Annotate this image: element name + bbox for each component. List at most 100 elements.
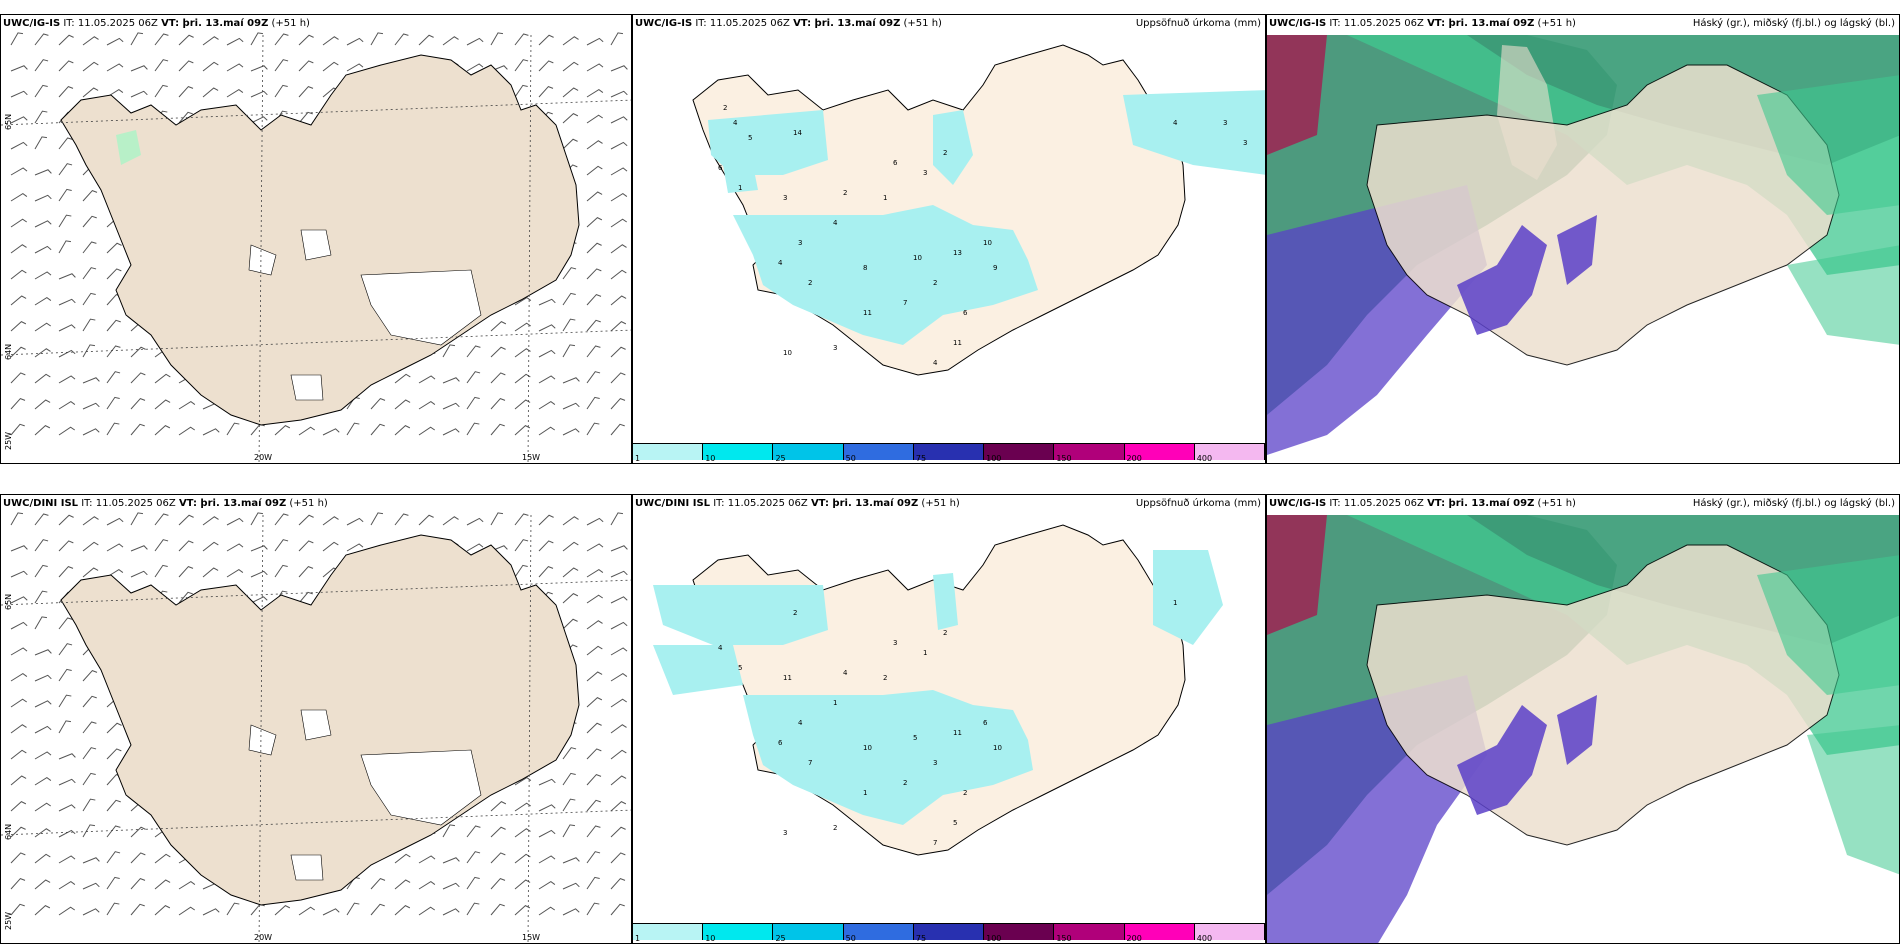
precip-value: 3 (783, 829, 787, 837)
wind-barb (322, 908, 340, 916)
wind-barb (610, 749, 627, 760)
precip-value: 5 (738, 664, 742, 672)
wind-barb (610, 698, 628, 708)
precip-value: 6 (963, 309, 968, 317)
wind-barb (130, 512, 144, 526)
cloud-map-panel-top: UWC/IG-IS IT: 11.05.2025 06Z VT: þri. 13… (1266, 14, 1900, 464)
wind-barb (202, 516, 219, 526)
lon-label-20w: 20W (254, 453, 273, 462)
precip-value: 11 (783, 674, 792, 682)
wind-barb (586, 268, 602, 280)
wind-barb (130, 398, 146, 410)
precip-value: 4 (718, 644, 723, 652)
precip-value: 10 (863, 744, 872, 752)
wind-barb (610, 512, 624, 526)
wind-barb (226, 543, 244, 552)
wind-barb (82, 36, 99, 46)
wind-barb (610, 398, 626, 410)
wind-barb (106, 242, 122, 254)
wind-barb (34, 425, 51, 436)
wind-barb (10, 116, 28, 124)
wind-barb (34, 802, 51, 812)
wind-barb (82, 908, 100, 916)
wind-barb (610, 32, 624, 46)
wind-barb (58, 668, 72, 682)
wind-barb (58, 240, 72, 254)
glaciers (248, 229, 482, 401)
precip-value: 2 (963, 789, 967, 797)
wind-barb (298, 60, 314, 72)
wind-barb (34, 271, 52, 280)
wind-barb (34, 700, 52, 708)
wind-barb (154, 564, 168, 578)
wind-barb (586, 37, 604, 46)
wind-barb (610, 116, 628, 124)
precip-value: 6 (718, 164, 723, 172)
precip-legend: 1 10 25 50 75 100 150 200 400 (633, 443, 1265, 463)
wind-barb (466, 422, 480, 436)
graticule (1, 514, 631, 943)
wind-barb (490, 321, 507, 332)
wind-barb (586, 825, 601, 838)
precip-value: 3 (893, 639, 897, 647)
wind-barb (34, 348, 51, 358)
wind-barb (130, 903, 145, 916)
legend-swatch (843, 444, 914, 460)
wind-barb (490, 512, 504, 526)
wind-barb (106, 517, 124, 526)
wind-barb (514, 59, 529, 72)
wind-barb (562, 747, 577, 760)
precip-area-east (1123, 90, 1265, 175)
wind-barb (538, 855, 556, 864)
wind-barb (442, 824, 456, 838)
legend-tick: 1 (635, 454, 641, 463)
wind-barb (538, 804, 556, 812)
wind-barb (538, 514, 554, 526)
wind-barb (346, 63, 364, 72)
wind-barb (34, 776, 52, 786)
legend-swatch (984, 924, 1055, 940)
wind-barb (154, 33, 169, 46)
wind-barb (34, 616, 48, 630)
wind-barb (586, 345, 601, 358)
precip-value: 3 (1243, 139, 1247, 147)
wind-barb (106, 371, 121, 384)
wind-barb (514, 776, 532, 786)
precip-value: 4 (833, 219, 838, 227)
wind-barb (34, 33, 49, 46)
wind-barb (562, 857, 580, 864)
wind-barb (250, 90, 268, 98)
wind-barb (466, 396, 480, 410)
wind-barb (178, 60, 194, 72)
wind-barb (610, 647, 628, 656)
wind-barb (10, 698, 27, 708)
wind-barb (250, 545, 268, 552)
precip-value: 10 (913, 254, 922, 262)
wind-barb (10, 596, 28, 604)
wind-barb (586, 645, 603, 656)
precip-value: 2 (723, 104, 727, 112)
precip-value: 4 (1173, 119, 1178, 127)
wind-barb (322, 516, 339, 526)
green-patch (116, 130, 141, 165)
wind-barb (106, 902, 120, 916)
wind-barb (562, 541, 579, 552)
wind-barb (586, 851, 601, 864)
wind-barb (250, 32, 264, 46)
wind-barb (82, 516, 99, 526)
wind-barb (130, 346, 146, 358)
wind-barb (346, 902, 360, 916)
wind-barb (274, 513, 289, 526)
wind-barb (466, 543, 484, 552)
wind-barb (34, 296, 52, 306)
wind-barb (82, 772, 96, 786)
panel-header: UWC/DINI ISL IT: 11.05.2025 06Z VT: þri.… (635, 498, 960, 509)
wind-barb (394, 879, 411, 890)
legend-swatch (1124, 924, 1195, 940)
legend-tick: 25 (775, 454, 786, 463)
wind-barb (562, 344, 576, 358)
wind-barb (34, 322, 51, 332)
wind-barb (178, 540, 194, 552)
wind-barb (418, 906, 436, 916)
precip-value: 10 (993, 744, 1002, 752)
